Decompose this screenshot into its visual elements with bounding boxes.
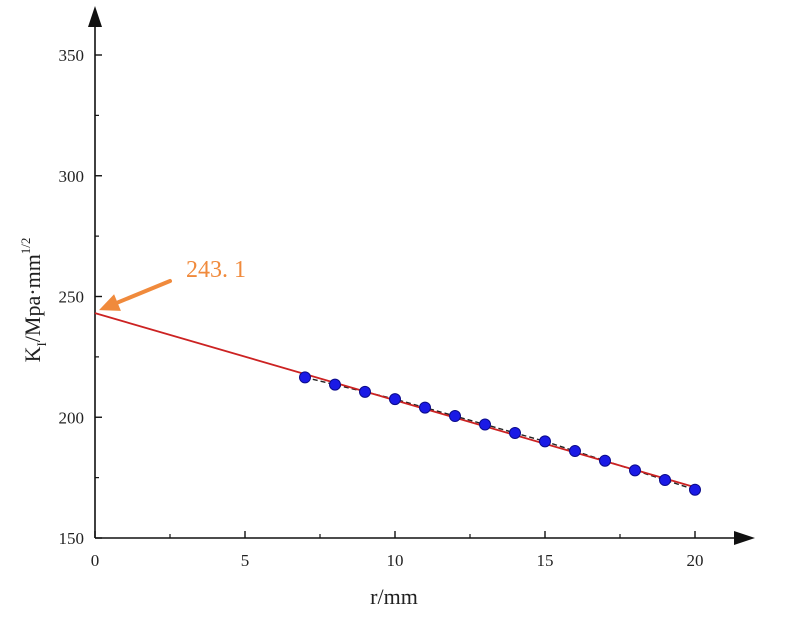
y-axis-title-rest: /Mpa·mm [20,254,45,342]
data-point [419,401,431,414]
annotation-group: 243. 1 [99,257,246,311]
data-point [479,418,491,431]
x-axis-title: r/mm [370,584,418,609]
ticks: 0 5 10 15 20 150 200 250 300 350 [59,46,704,570]
x-tick-label: 20 [687,551,704,570]
data-point [509,426,521,439]
y-tick-label: 150 [59,529,85,548]
x-tick-label: 15 [537,551,554,570]
y-tick-label: 250 [59,288,85,307]
data-point [539,435,551,448]
y-axis-title: KI/Mpa·mm1/2 [18,238,49,363]
y-tick-label: 300 [59,167,85,186]
annotation-label: 243. 1 [186,257,246,283]
x-tick-label: 10 [387,551,404,570]
y-axis-title-sup: 1/2 [18,238,33,255]
y-tick-label: 350 [59,46,85,65]
data-point [569,445,581,458]
data-point [629,464,641,477]
y-axis-title-main: K [20,346,45,362]
y-axis-arrowhead [88,6,102,27]
data-point [659,474,671,487]
x-tick-label: 0 [91,551,100,570]
data-point [359,385,371,398]
x-axis-arrowhead [734,531,755,545]
annotation-arrow-shaft [115,279,172,305]
x-tick-label: 5 [241,551,250,570]
data-point [389,393,401,406]
data-point [449,410,461,423]
y-axis-title-sub: I [34,342,49,346]
data-points [299,371,701,496]
data-point [689,483,701,496]
annotation-arrowhead [99,294,121,311]
data-point [299,371,311,384]
axes [88,6,755,545]
y-tick-label: 200 [59,408,85,427]
data-point [599,454,611,467]
data-point [329,378,341,391]
